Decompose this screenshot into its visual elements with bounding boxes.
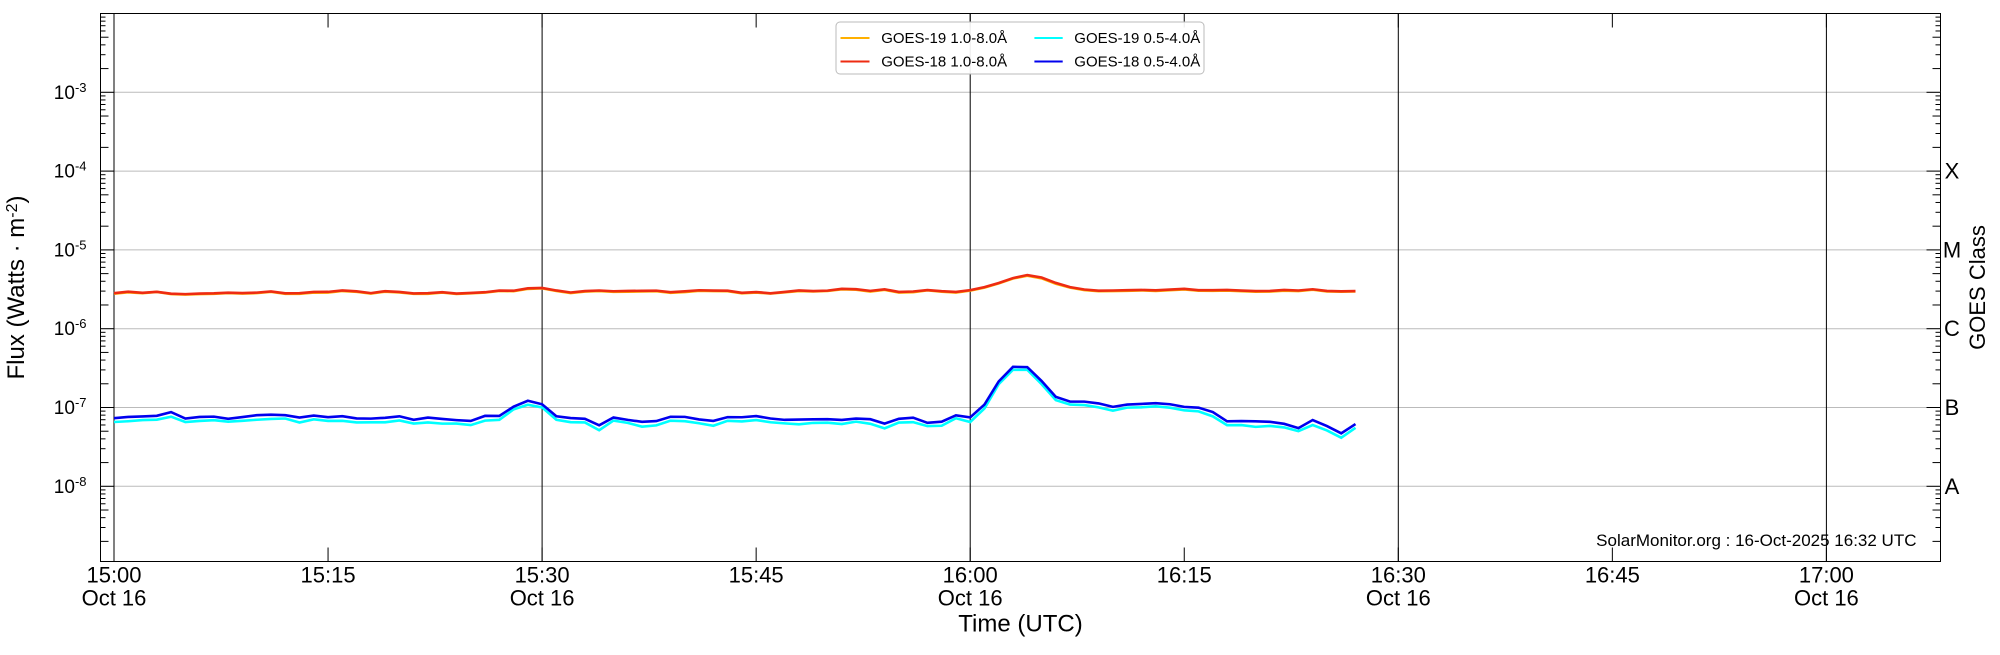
svg-text:17:00: 17:00 <box>1799 563 1854 588</box>
svg-text:10-5: 10-5 <box>54 237 87 261</box>
svg-text:16:15: 16:15 <box>1157 563 1212 588</box>
svg-text:A: A <box>1945 474 1960 499</box>
svg-text:X: X <box>1945 159 1960 184</box>
svg-text:10-7: 10-7 <box>54 395 87 419</box>
svg-text:16:45: 16:45 <box>1585 563 1640 588</box>
svg-text:15:15: 15:15 <box>301 563 356 588</box>
svg-text:Flux (Watts · m-2): Flux (Watts · m-2) <box>3 196 30 380</box>
svg-text:10-4: 10-4 <box>54 159 87 183</box>
svg-text:16:00: 16:00 <box>943 563 998 588</box>
svg-text:GOES-18 1.0-8.0Å: GOES-18 1.0-8.0Å <box>881 54 1007 71</box>
svg-text:GOES-19 0.5-4.0Å: GOES-19 0.5-4.0Å <box>1074 30 1200 47</box>
svg-text:15:45: 15:45 <box>729 563 784 588</box>
svg-text:Oct 16: Oct 16 <box>938 586 1003 611</box>
svg-text:15:00: 15:00 <box>86 563 141 588</box>
svg-text:10-6: 10-6 <box>54 316 87 340</box>
svg-text:16:30: 16:30 <box>1371 563 1426 588</box>
svg-text:B: B <box>1945 395 1960 420</box>
svg-text:Oct 16: Oct 16 <box>82 586 147 611</box>
svg-text:M: M <box>1943 237 1961 262</box>
svg-text:Oct 16: Oct 16 <box>1366 586 1431 611</box>
svg-text:10-8: 10-8 <box>54 474 87 498</box>
svg-text:C: C <box>1944 316 1960 341</box>
svg-text:15:30: 15:30 <box>515 563 570 588</box>
svg-text:GOES-19 1.0-8.0Å: GOES-19 1.0-8.0Å <box>881 30 1007 47</box>
svg-text:GOES Class: GOES Class <box>1965 225 1990 350</box>
svg-text:10-3: 10-3 <box>54 80 87 104</box>
svg-text:Oct 16: Oct 16 <box>510 586 575 611</box>
svg-text:GOES-18 0.5-4.0Å: GOES-18 0.5-4.0Å <box>1074 54 1200 71</box>
svg-text:Time (UTC): Time (UTC) <box>958 611 1082 638</box>
svg-text:SolarMonitor.org : 16-Oct-2025: SolarMonitor.org : 16-Oct-2025 16:32 UTC <box>1596 531 1916 550</box>
svg-text:Oct 16: Oct 16 <box>1794 586 1859 611</box>
